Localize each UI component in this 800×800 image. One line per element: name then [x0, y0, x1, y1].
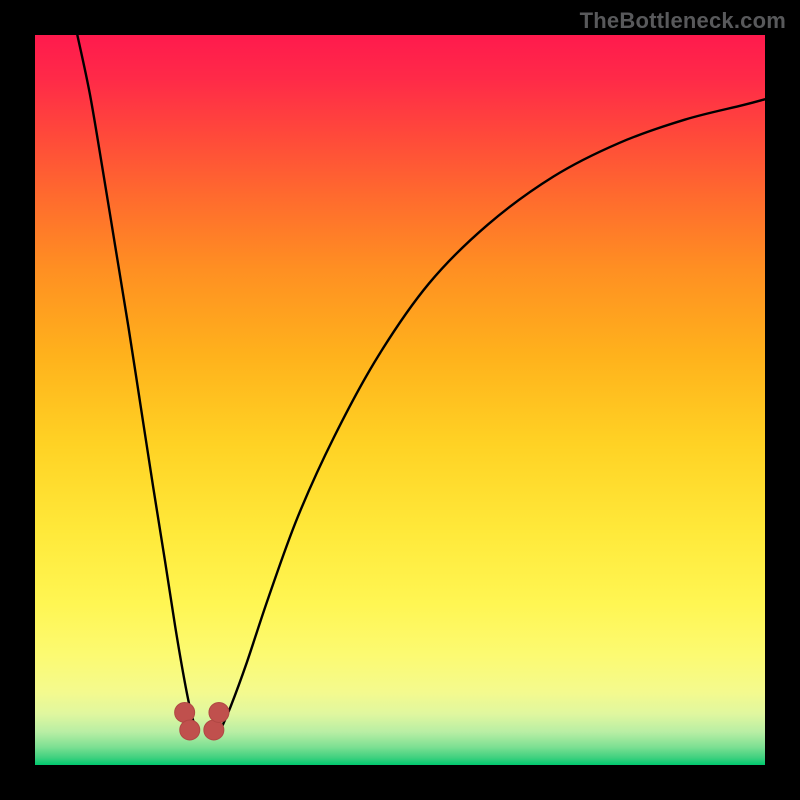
chart-frame: TheBottleneck.com — [0, 0, 800, 800]
plot-area — [35, 35, 765, 765]
marker-point — [175, 702, 195, 722]
marker-point — [209, 702, 229, 722]
chart-svg — [35, 35, 765, 765]
marker-point — [204, 720, 224, 740]
marker-point — [180, 720, 200, 740]
watermark-text: TheBottleneck.com — [580, 8, 786, 34]
gradient-background — [35, 35, 765, 765]
